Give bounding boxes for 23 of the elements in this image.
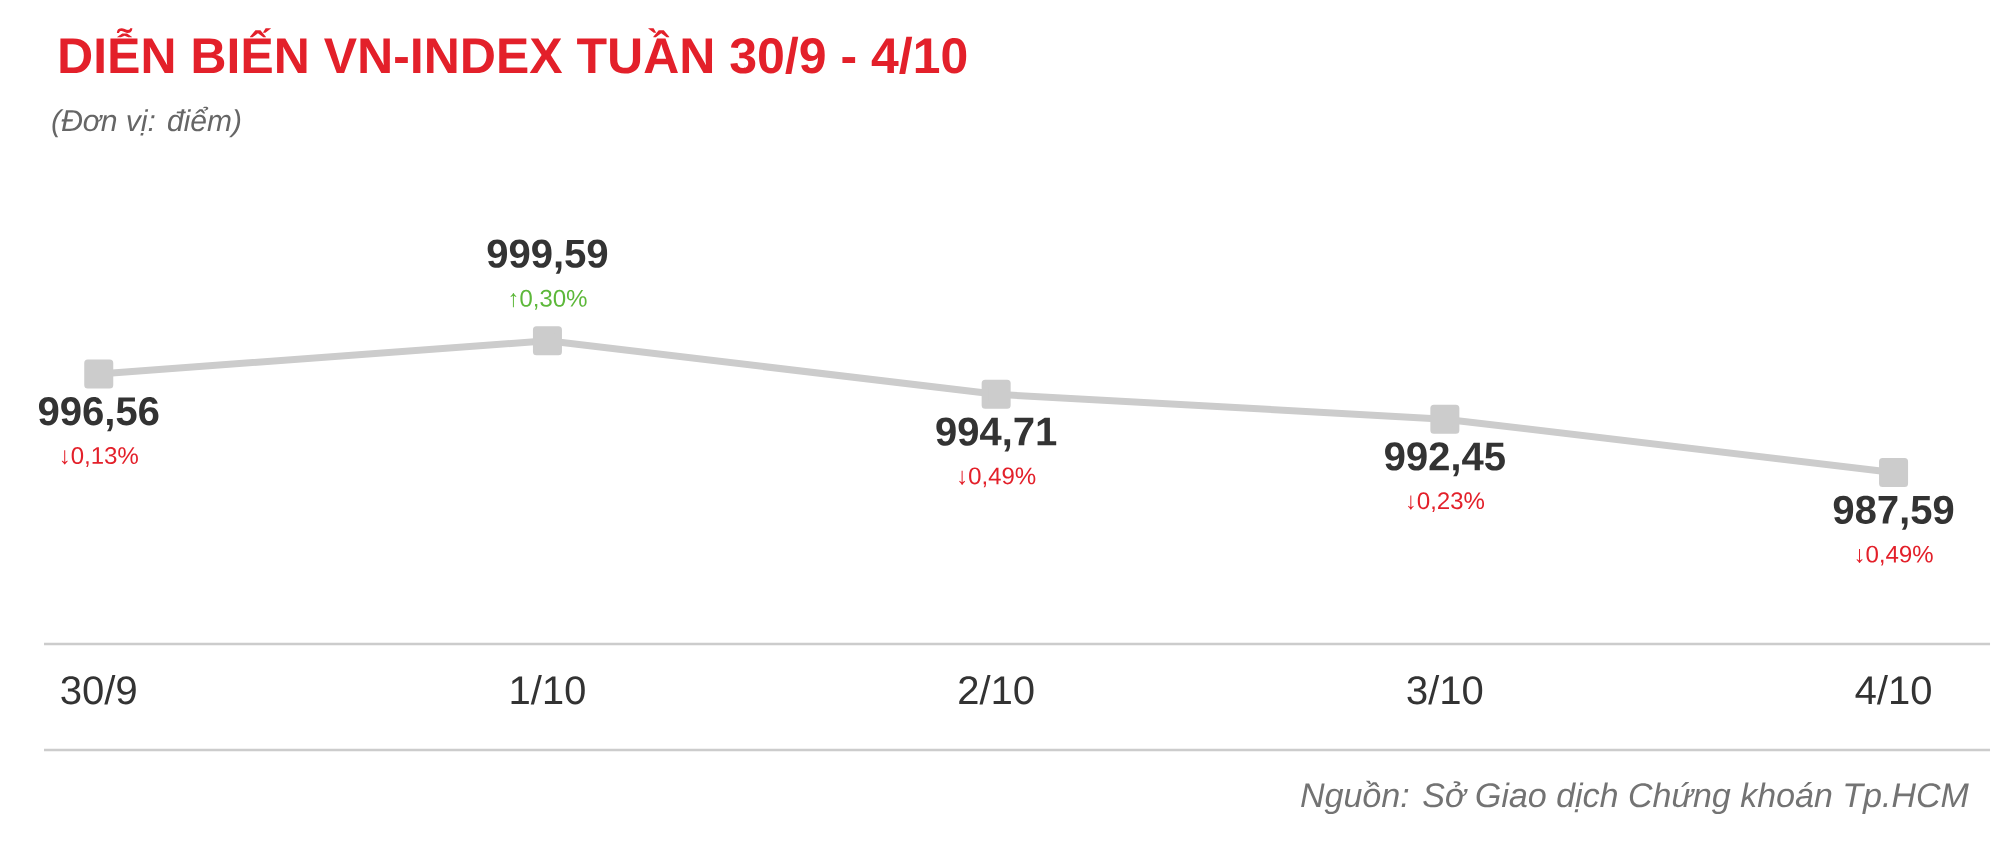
x-tick-label: 2/10	[959, 675, 1034, 705]
point	[84, 359, 114, 389]
point	[1430, 404, 1460, 434]
x-tick-label: 30/9	[61, 675, 136, 705]
text: ↑0,30%	[510, 289, 587, 310]
chart-title: DIỄN BIẾN VN-INDEX TUẦN 30/9 - 4/10	[60, 28, 967, 74]
point	[532, 326, 562, 356]
x-tick-label: 3/10	[1407, 675, 1483, 705]
data-label: 992,45	[1385, 442, 1505, 477]
point	[981, 379, 1011, 409]
data-label: 987,59	[1833, 495, 1954, 530]
annotation: ↓0,49%	[959, 467, 1036, 488]
text: Nguồn: Sở Giao dịch Chứng khoán Tp.HCM	[1301, 780, 1969, 815]
data-label: 994,71	[936, 417, 1057, 452]
point	[1879, 458, 1909, 488]
text: ↓0,49%	[1856, 545, 1933, 566]
x-tick-label: 4/10	[1855, 675, 1931, 705]
annotation: ↓0,13%	[61, 447, 138, 467]
data-label: 996,56	[38, 397, 159, 432]
chart-subtitle: (Đơn vị: điểm)	[52, 106, 241, 138]
data-label: 999,59	[487, 239, 608, 274]
text: ↓0,23%	[1408, 492, 1485, 513]
x-tick-label: 1/10	[511, 675, 585, 705]
